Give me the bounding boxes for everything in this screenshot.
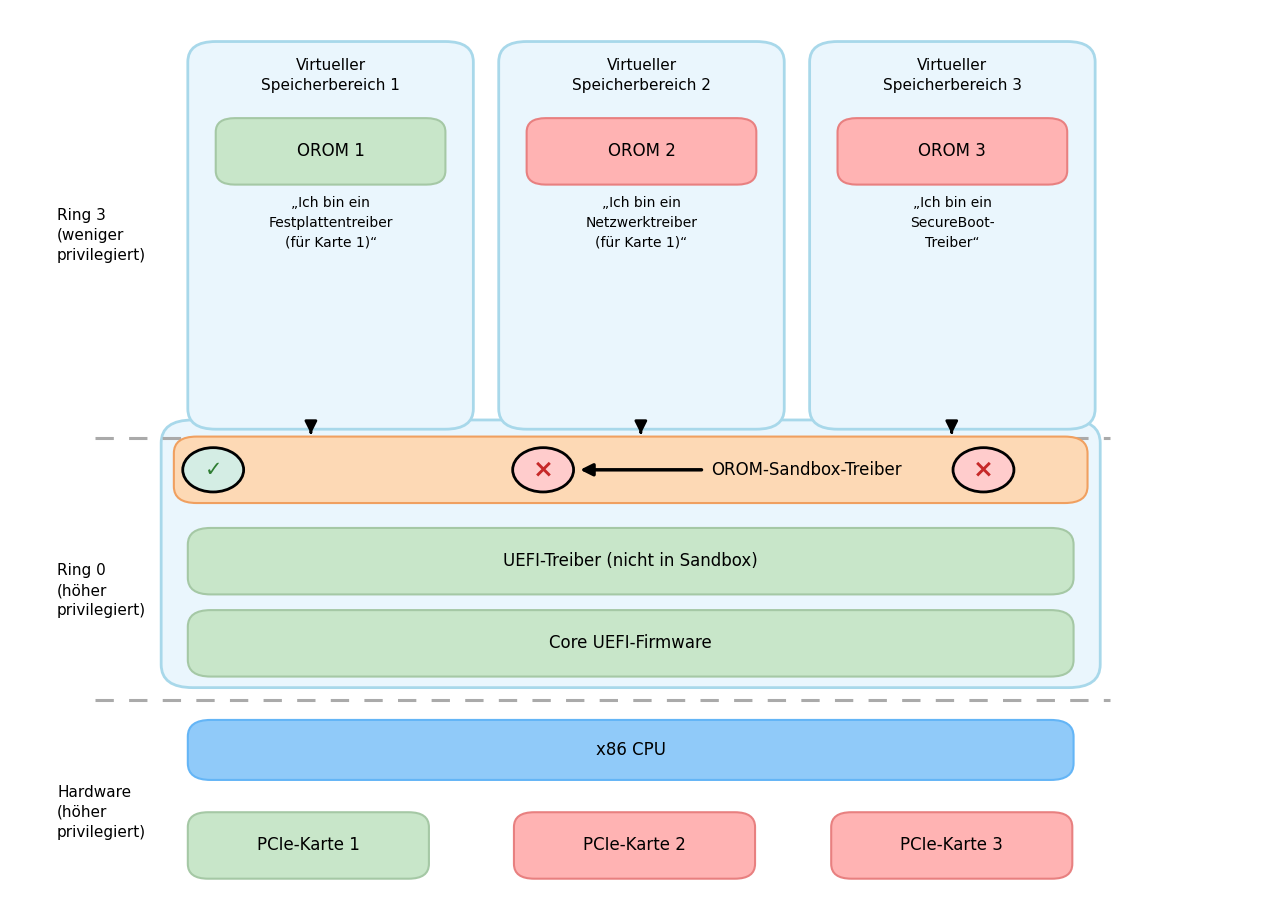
- Text: PCIe-Karte 3: PCIe-Karte 3: [900, 836, 1004, 855]
- Text: OROM 1: OROM 1: [297, 142, 364, 161]
- Text: Ring 3
(weniger
privilegiert): Ring 3 (weniger privilegiert): [57, 208, 146, 263]
- FancyBboxPatch shape: [527, 118, 756, 185]
- Text: PCIe-Karte 2: PCIe-Karte 2: [582, 836, 687, 855]
- FancyBboxPatch shape: [161, 420, 1100, 688]
- FancyBboxPatch shape: [174, 437, 1088, 503]
- FancyBboxPatch shape: [188, 528, 1074, 594]
- Text: „Ich bin ein
SecureBoot-
Treiber“: „Ich bin ein SecureBoot- Treiber“: [910, 196, 995, 250]
- Text: PCIe-Karte 1: PCIe-Karte 1: [256, 836, 360, 855]
- Text: ×: ×: [533, 458, 553, 482]
- FancyBboxPatch shape: [831, 812, 1072, 879]
- Text: ×: ×: [973, 458, 994, 482]
- Text: Ring 0
(höher
privilegiert): Ring 0 (höher privilegiert): [57, 563, 146, 618]
- FancyBboxPatch shape: [188, 42, 473, 429]
- FancyBboxPatch shape: [838, 118, 1067, 185]
- FancyBboxPatch shape: [216, 118, 445, 185]
- Text: Virtueller
Speicherbereich 3: Virtueller Speicherbereich 3: [883, 58, 1022, 93]
- Text: Virtueller
Speicherbereich 2: Virtueller Speicherbereich 2: [572, 58, 711, 93]
- FancyBboxPatch shape: [188, 610, 1074, 677]
- FancyBboxPatch shape: [188, 812, 429, 879]
- Text: OROM 3: OROM 3: [919, 142, 986, 161]
- Text: OROM 2: OROM 2: [608, 142, 675, 161]
- Text: OROM-Sandbox-Treiber: OROM-Sandbox-Treiber: [711, 461, 901, 479]
- Circle shape: [513, 448, 574, 492]
- Text: „Ich bin ein
Netzwerktreiber
(für Karte 1)“: „Ich bin ein Netzwerktreiber (für Karte …: [585, 196, 698, 250]
- Circle shape: [183, 448, 244, 492]
- Text: Hardware
(höher
privilegiert): Hardware (höher privilegiert): [57, 785, 146, 840]
- FancyBboxPatch shape: [499, 42, 784, 429]
- Text: Core UEFI-Firmware: Core UEFI-Firmware: [549, 634, 712, 653]
- FancyBboxPatch shape: [810, 42, 1095, 429]
- Text: ✓: ✓: [204, 460, 222, 480]
- FancyBboxPatch shape: [188, 720, 1074, 780]
- Text: Virtueller
Speicherbereich 1: Virtueller Speicherbereich 1: [261, 58, 400, 93]
- Text: x86 CPU: x86 CPU: [595, 741, 666, 759]
- Text: UEFI-Treiber (nicht in Sandbox): UEFI-Treiber (nicht in Sandbox): [504, 552, 758, 570]
- Text: „Ich bin ein
Festplattentreiber
(für Karte 1)“: „Ich bin ein Festplattentreiber (für Kar…: [268, 196, 393, 250]
- FancyBboxPatch shape: [514, 812, 755, 879]
- Circle shape: [953, 448, 1014, 492]
